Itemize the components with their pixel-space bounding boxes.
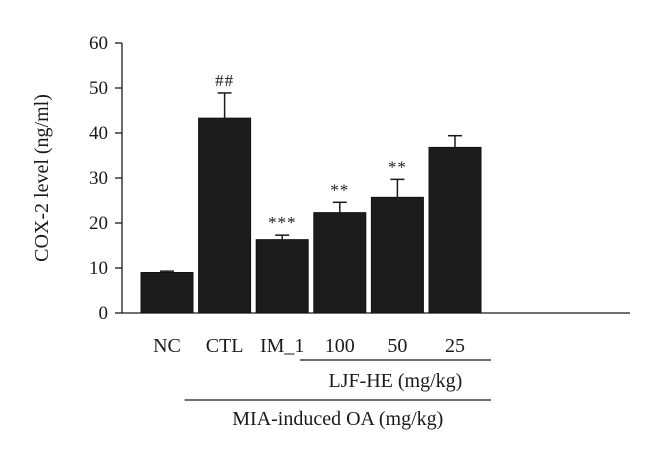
category-label: 100 <box>325 335 355 357</box>
significance-label: ** <box>388 157 407 176</box>
plot-area: 0 10 20 30 40 50 60 NC ## CTL *** IM_1 ** 100 ** 50 25 LJ… <box>89 33 630 430</box>
bar <box>428 146 482 314</box>
group-label: MIA-induced OA (mg/kg) <box>232 408 443 430</box>
category-label: 50 <box>387 335 407 357</box>
y-tick-label: 30 <box>89 168 108 189</box>
y-tick-label: 60 <box>89 33 108 54</box>
bar <box>370 196 424 314</box>
y-axis-title: COX-2 level (ng/ml) <box>31 94 53 262</box>
group-label: LJF-HE (mg/kg) <box>328 370 462 392</box>
y-axis-title-group: COX-2 level (ng/ml) <box>31 94 53 262</box>
bar <box>313 212 367 314</box>
y-tick-label: 10 <box>89 258 108 279</box>
y-tick-label: 20 <box>89 213 108 234</box>
y-tick-label: 50 <box>89 78 108 99</box>
significance-label: ** <box>330 180 349 199</box>
category-label: NC <box>153 335 181 357</box>
bar <box>255 239 309 314</box>
significance-label: ## <box>215 71 234 90</box>
y-tick-label: 0 <box>99 303 109 324</box>
bar <box>198 117 252 314</box>
category-label: 25 <box>445 335 465 357</box>
bar <box>140 272 194 314</box>
significance-label: *** <box>268 213 297 232</box>
category-label: CTL <box>206 335 244 357</box>
category-label: IM_1 <box>260 335 304 357</box>
y-tick-label: 40 <box>89 123 108 144</box>
